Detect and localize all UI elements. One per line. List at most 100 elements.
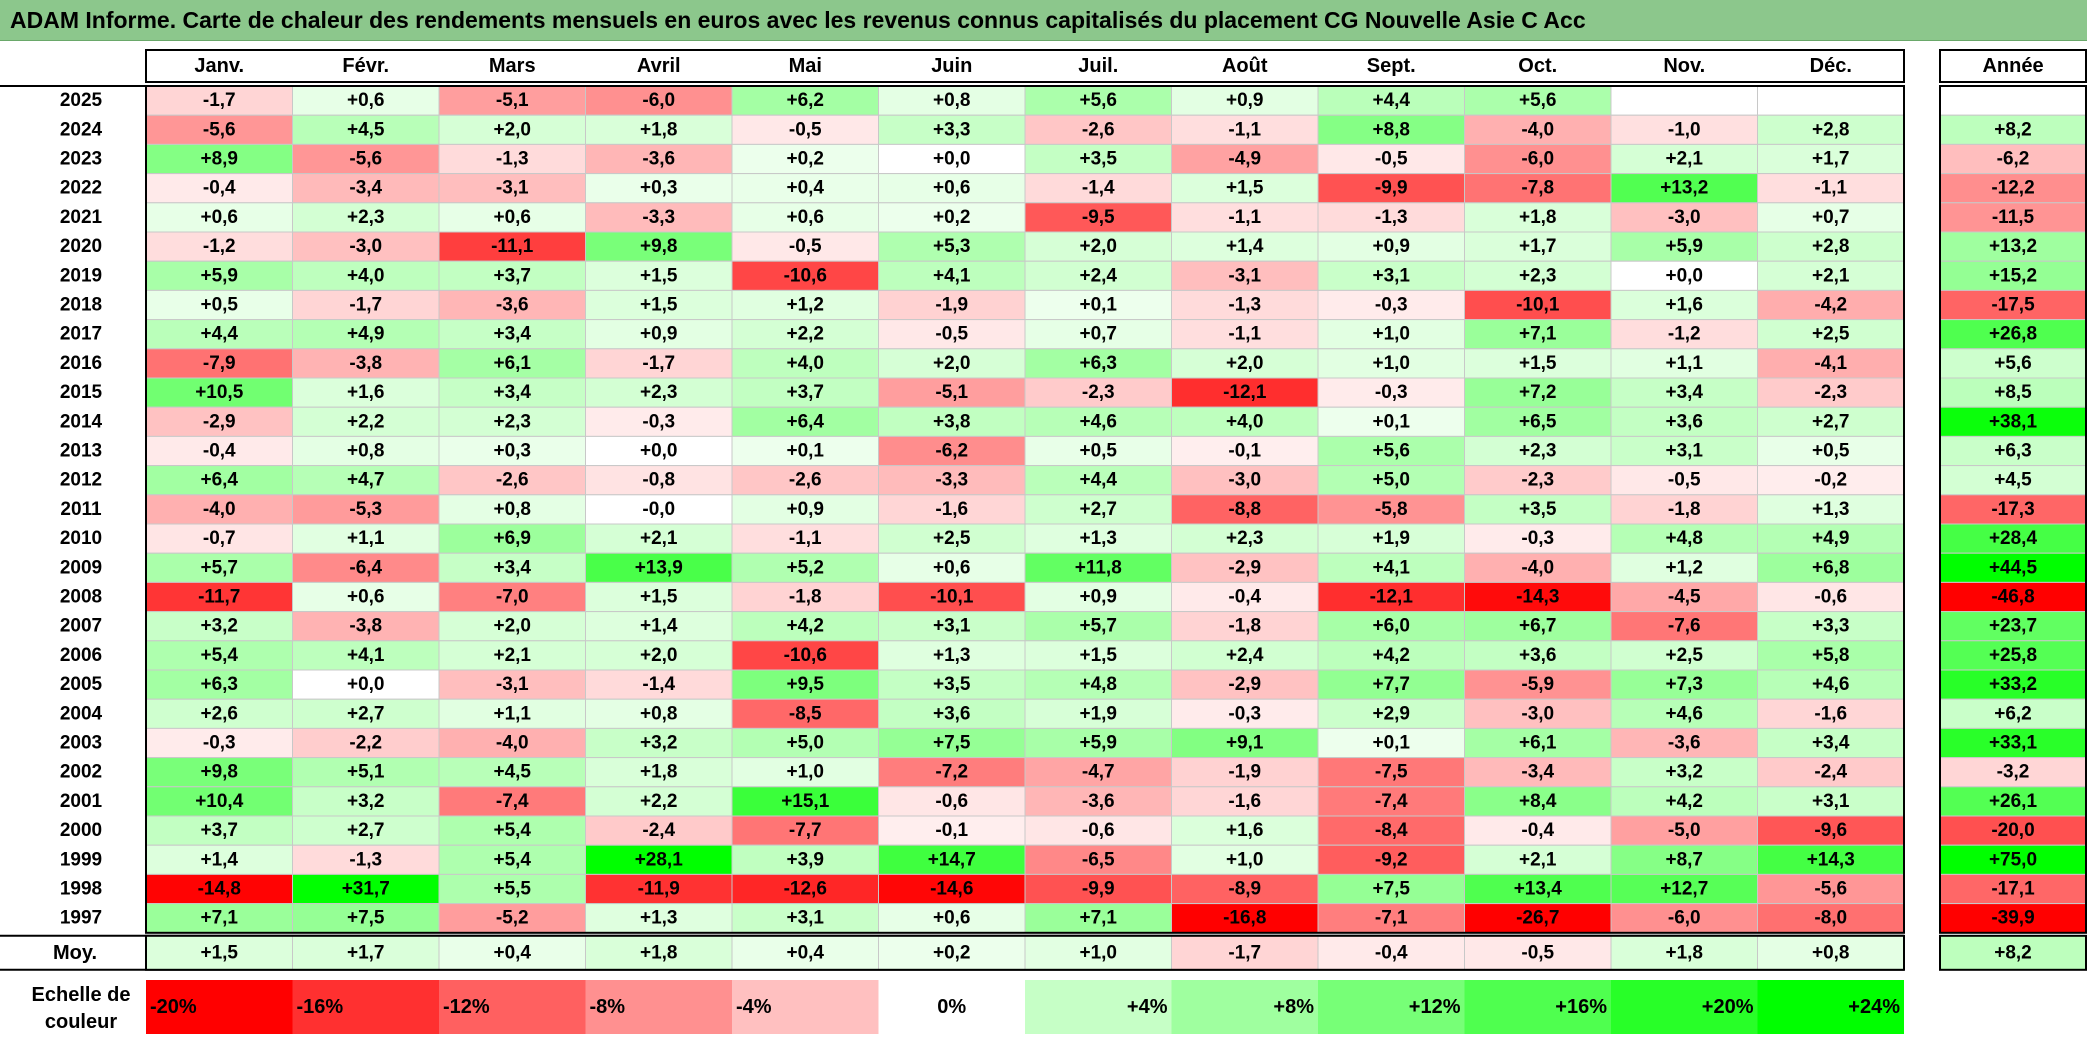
- cell-value: -4,0: [1521, 557, 1554, 578]
- year-label: 2025: [60, 90, 103, 111]
- cell-value: +0,6: [933, 557, 971, 578]
- cell-value: +1,4: [1226, 236, 1264, 257]
- scale-swatch: [439, 980, 586, 1034]
- cell-value: +4,9: [1812, 528, 1850, 549]
- cell-value: -2,2: [349, 733, 382, 754]
- heatmap-cell: [878, 727, 1026, 759]
- cell-value: +1,6: [347, 382, 385, 403]
- cell-value: -4,0: [203, 499, 236, 520]
- cell-value: -1,1: [789, 528, 822, 549]
- heatmap-cell: [1464, 640, 1612, 671]
- cell-value: +5,4: [200, 645, 238, 666]
- cell-value: +0,0: [1665, 265, 1703, 286]
- annual-cell: [1939, 289, 2087, 321]
- cell-value: -0,3: [1375, 382, 1408, 403]
- heatmap-cell: [1464, 114, 1612, 145]
- heatmap-cell: [438, 231, 586, 262]
- cell-value: +3,2: [347, 791, 385, 812]
- heatmap-cell: [1610, 231, 1758, 262]
- cell-value: -1,2: [1668, 324, 1701, 345]
- cell-value: +1,2: [1665, 557, 1703, 578]
- year-label: 2005: [60, 674, 103, 695]
- cell-value: -9,5: [1082, 207, 1115, 228]
- cell-value: +0,4: [786, 178, 824, 199]
- heatmap-cell: [585, 786, 733, 817]
- heatmap-cell: [1464, 465, 1612, 496]
- annual-value: +4,5: [1994, 470, 2032, 491]
- scale-swatch: [1318, 980, 1465, 1034]
- annual-value: +26,8: [1989, 324, 2037, 345]
- annual-cell: [1939, 173, 2087, 204]
- heatmap-cell: [1610, 348, 1758, 379]
- cell-value: +3,3: [933, 119, 971, 140]
- cell-value: -14,8: [198, 879, 241, 900]
- cell-value: -0,4: [1521, 820, 1554, 841]
- year-label: 2017: [60, 324, 102, 345]
- heatmap-cell: [1171, 815, 1319, 846]
- average-value: +0,2: [933, 942, 971, 963]
- cell-value: -1,6: [1814, 703, 1847, 724]
- heatmap-cell: [1317, 348, 1465, 379]
- heatmap-cell: [292, 114, 440, 145]
- heatmap-cell: [1171, 640, 1319, 671]
- heatmap-cell: [438, 173, 586, 204]
- cell-value: -2,3: [1521, 470, 1554, 491]
- annual-value: +23,7: [1989, 616, 2037, 637]
- scale-swatch: [585, 980, 732, 1034]
- annual-cell: [1939, 202, 2087, 233]
- heatmap-cell: [1464, 873, 1612, 905]
- annual-value: -17,1: [1991, 879, 2035, 900]
- year-label: 2000: [60, 820, 102, 841]
- cell-value: +2,2: [640, 791, 678, 812]
- cell-value: +2,4: [1079, 265, 1117, 286]
- cell-value: -2,9: [1228, 674, 1261, 695]
- cell-value: -5,6: [1814, 879, 1847, 900]
- heatmap-cell: [1171, 406, 1319, 437]
- scale-step-label: -4%: [736, 996, 772, 1018]
- cell-value: -1,6: [1228, 791, 1261, 812]
- scale-step-label: +4%: [1127, 996, 1168, 1018]
- month-header-row: [145, 49, 1905, 83]
- cell-value: +1,6: [1226, 820, 1264, 841]
- cell-value: +2,0: [1079, 236, 1117, 257]
- heatmap-cell: [438, 815, 586, 846]
- year-label: 2012: [60, 470, 102, 491]
- cell-value: +0,8: [640, 703, 678, 724]
- cell-value: -1,7: [349, 295, 382, 316]
- cell-value: +2,1: [1519, 849, 1557, 870]
- heatmap-cell: [585, 757, 733, 788]
- annual-value: -12,2: [1991, 178, 2034, 199]
- average-cell: [292, 935, 440, 971]
- cell-value: -0,5: [1668, 470, 1701, 491]
- heatmap-cell: [292, 844, 440, 875]
- cell-value: -8,0: [1814, 908, 1847, 929]
- cell-value: +0,0: [347, 674, 385, 695]
- cell-value: +0,0: [640, 441, 678, 462]
- heatmap-cell: [585, 319, 733, 350]
- cell-value: -12,1: [1223, 382, 1267, 403]
- cell-value: +1,1: [1665, 353, 1703, 374]
- scale-swatch: [1757, 980, 1904, 1034]
- year-label: 2007: [60, 616, 102, 637]
- cell-value: +6,5: [1519, 411, 1557, 432]
- average-value: -1,7: [1228, 942, 1261, 963]
- heatmap-cell: [731, 611, 879, 642]
- cell-value: +7,5: [1372, 879, 1410, 900]
- cell-value: -10,1: [930, 587, 974, 608]
- average-value: +1,7: [347, 942, 385, 963]
- scale-step-label: +16%: [1555, 996, 1607, 1018]
- cell-value: +4,7: [347, 470, 385, 491]
- heatmap-cell: [878, 698, 1026, 729]
- heatmap-cell: [731, 494, 879, 525]
- cell-value: +10,4: [195, 791, 244, 812]
- cell-value: +5,4: [493, 820, 531, 841]
- heatmap-cell: [1610, 581, 1758, 613]
- cell-value: -4,0: [496, 733, 529, 754]
- cell-value: -1,0: [1668, 119, 1701, 140]
- heatmap-cell: [438, 523, 586, 554]
- heatmap-cell: [1610, 727, 1758, 759]
- cell-value: -7,9: [203, 353, 236, 374]
- cell-value: +6,3: [200, 674, 238, 695]
- cell-value: -2,6: [1082, 119, 1115, 140]
